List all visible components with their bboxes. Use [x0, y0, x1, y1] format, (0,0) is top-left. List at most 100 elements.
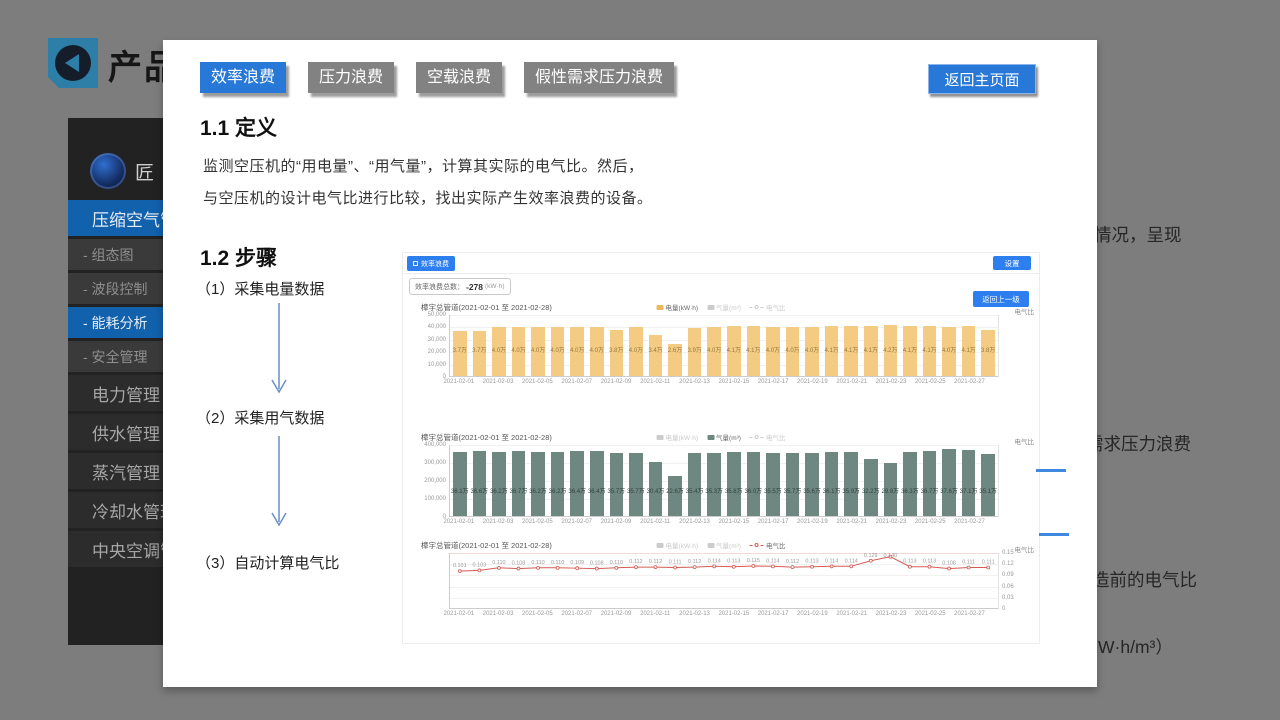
y-tick-label: 0.12: [1002, 560, 1014, 567]
bar: [570, 451, 585, 516]
bar: [922, 325, 937, 376]
back-icon[interactable]: [48, 38, 98, 88]
return-home-button[interactable]: 返回主页面: [928, 64, 1036, 94]
chart-title: 樟宇总管道(2021-02-01 至 2021-02-28): [421, 433, 552, 442]
tab-4[interactable]: 假性需求压力浪费: [524, 62, 675, 93]
bar-value-label: 36.1万: [450, 488, 469, 495]
ratio-line-chart: 0.101 0.103 0.110 0.108 0.110 0.110 0.109 0.108…: [453, 553, 995, 574]
y-tick-label: 0.15: [1002, 549, 1014, 556]
legend-item[interactable]: 电气比: [749, 540, 785, 550]
efficiency-waste-tag[interactable]: 效率浪费: [407, 256, 455, 271]
bar-value-label: 36.1万: [822, 488, 841, 495]
bar: [805, 327, 819, 376]
legend-item[interactable]: 电量(kW·h): [656, 432, 698, 442]
bar-value-label: 35.1万: [979, 488, 998, 495]
bar: [766, 327, 780, 376]
bar-value-label: 32.2万: [861, 488, 880, 495]
bar: [942, 449, 956, 516]
bar: [511, 327, 526, 376]
legend-item[interactable]: 电量(kW·h): [656, 540, 698, 550]
bar: [922, 450, 937, 516]
sidebar-item-3[interactable]: - 波段控制: [68, 273, 178, 304]
bar-value-label: 35.7万: [607, 488, 626, 495]
x-tick-label: 2021-02-11: [640, 379, 671, 385]
y-tick-label: 30,000: [427, 336, 446, 343]
bar-value-label: 36.0万: [744, 488, 763, 495]
sidebar-item-4[interactable]: - 能耗分析: [68, 307, 178, 338]
bar: [863, 325, 878, 376]
bar-value-label: 35.3万: [705, 488, 724, 495]
tab-3[interactable]: 空载浪费: [416, 62, 503, 93]
svg-text:0.101: 0.101: [453, 563, 467, 569]
bar: [746, 452, 761, 516]
legend-label: 气量(m³): [716, 305, 741, 312]
sidebar-item-8[interactable]: 蒸汽管理: [68, 453, 178, 489]
svg-text:0.114: 0.114: [766, 558, 779, 564]
x-tick-label: 2021-02-03: [482, 611, 514, 617]
sidebar-item-9[interactable]: 冷却水管理: [68, 492, 178, 528]
x-tick-label: 2021-02-21: [836, 519, 868, 525]
legend-item[interactable]: 气量(m³): [707, 302, 741, 312]
bar: [903, 451, 917, 516]
gridline: [450, 463, 998, 464]
sidebar-item-5[interactable]: - 安全管理: [68, 341, 178, 372]
legend-dash: [749, 306, 753, 308]
bar-value-label: 36.7万: [509, 488, 528, 495]
chart-header: 樟宇总管道(2021-02-01 至 2021-02-28) 电量(kW·h) 气量…: [403, 429, 1039, 445]
bar-value-label: 4.0万: [785, 348, 800, 355]
legend-item[interactable]: 电气比: [749, 432, 785, 442]
down-arrow-icon: [271, 436, 287, 527]
x-tick-label: 2021-02-23: [875, 611, 907, 617]
sidebar-item-2[interactable]: - 组态图: [68, 239, 178, 270]
y-tick-label: 0.06: [1002, 583, 1014, 590]
scrollbar-fragment[interactable]: [1036, 469, 1066, 472]
scrollbar-fragment[interactable]: [1039, 533, 1069, 536]
back-icon-triangle: [64, 54, 79, 72]
bar-value-label: 4.1万: [844, 348, 859, 355]
legend-item[interactable]: 电量(kW·h): [656, 302, 699, 312]
sidebar-item-1[interactable]: 压缩空气管理: [68, 200, 178, 236]
bar: [883, 324, 898, 376]
legend-dash: [760, 306, 764, 308]
tab-2[interactable]: 压力浪费: [308, 62, 395, 93]
y-tick-label: 10,000: [427, 361, 446, 368]
sidebar-item-10[interactable]: 中央空调管理: [68, 531, 178, 567]
sidebar-item-6[interactable]: 电力管理: [68, 375, 178, 411]
gridline: [450, 598, 998, 599]
y-tick-label: 300,000: [424, 459, 446, 466]
legend-item[interactable]: 气量(m³): [707, 540, 741, 550]
chart-title: 樟宇总管道(2021-02-01 至 2021-02-28): [421, 303, 552, 312]
x-tick-label: 2021-02-03: [482, 519, 514, 525]
bar-value-label: 4.1万: [824, 348, 839, 355]
back-level-button[interactable]: 返回上一级: [973, 291, 1029, 307]
gridline: [450, 481, 998, 482]
gridline: [450, 587, 998, 588]
sidebar-logo-text: 匠: [135, 162, 155, 184]
legend-item[interactable]: 电气比: [749, 302, 785, 312]
bar: [609, 452, 624, 516]
settings-button[interactable]: 设置: [993, 256, 1031, 270]
x-axis-labels: 2021-02-01 2021-02-03 2021-02-05 2021-02-07…: [443, 519, 999, 529]
bar-value-label: 2.6万: [667, 348, 683, 355]
chart-legend: 电量(kW·h) 气量(m³) 电气比: [656, 432, 785, 442]
bar-value-label: 30.4万: [646, 488, 665, 495]
sidebar-item-7[interactable]: 供水管理: [68, 414, 178, 450]
bar-value-label: 4.1万: [746, 348, 761, 355]
chart-3: 樟宇总管道(2021-02-01 至 2021-02-28) 电量(kW·h) 气量…: [403, 537, 1039, 621]
bar: [550, 327, 565, 376]
legend-label: 电量(kW·h): [665, 305, 699, 312]
tab-1[interactable]: 效率浪费: [200, 62, 287, 93]
legend-label: 气量(m³): [716, 435, 741, 442]
legend-dash: [749, 436, 753, 438]
bar: [589, 327, 604, 376]
svg-text:0.112: 0.112: [688, 559, 701, 565]
x-tick-label: 2021-02-05: [522, 379, 553, 385]
chart-legend: 电量(kW·h) 气量(m³) 电气比: [656, 302, 785, 312]
bar: [942, 327, 956, 376]
x-tick-label: 2021-02-17: [757, 519, 789, 525]
legend-item[interactable]: 气量(m³): [707, 432, 741, 442]
bar-value-label: 3.8万: [981, 348, 996, 355]
waste-total-unit: (kW·h): [485, 283, 505, 290]
screenshot-header: 效率浪费 设置: [403, 253, 1039, 274]
svg-text:0.108: 0.108: [512, 561, 526, 567]
